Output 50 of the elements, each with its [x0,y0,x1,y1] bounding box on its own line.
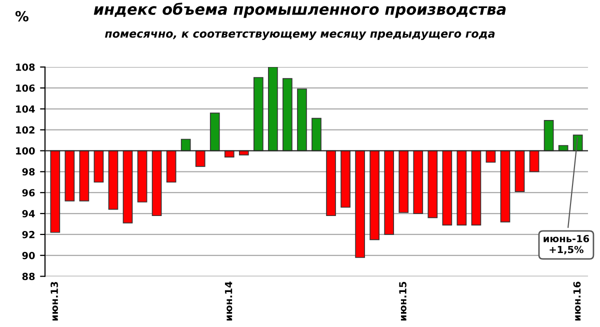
bar [94,150,104,183]
bar [471,150,482,226]
annotation: июнь-16 +1,5% [544,234,590,254]
x-tick-label: июн.13 [50,282,58,321]
bar [544,120,554,152]
bar [413,150,424,214]
y-tick-label: 106 [16,84,35,92]
bar [137,150,148,202]
bar [442,150,452,226]
bar [312,118,322,152]
bar [456,150,467,226]
bar [326,150,336,216]
bar [254,77,264,152]
y-tick-label: 90 [22,252,35,260]
bar [50,150,60,233]
bar [500,150,510,222]
y-tick-label: 108 [16,64,35,71]
bar [428,150,438,218]
bar [122,150,133,224]
y-tick-label: 94 [22,210,35,218]
x-tick-label: июн.16 [573,282,581,321]
bar [529,150,540,172]
bar [514,150,525,192]
bar [108,150,118,210]
chart-title: индекс объема промышленного производства [94,2,506,18]
y-axis-title: % [15,10,28,22]
bar [355,150,365,258]
bar [282,78,292,152]
y-tick-label: 92 [22,230,34,238]
x-tick-label: июн.14 [224,282,232,321]
bar [79,150,90,202]
y-tick-label: 102 [16,126,34,134]
y-tick-label: 98 [22,168,35,176]
y-tick-label: 104 [16,105,35,113]
y-tick-label: 100 [16,147,35,155]
bar [152,150,162,216]
bar [210,112,220,152]
bar [384,150,394,235]
x-tick-label: июн.15 [399,282,406,321]
bar [195,150,206,167]
y-tick-label: 96 [22,189,35,196]
bar [166,150,176,183]
chart-subtitle: помесячно, к соответствующему месяцу предыдущего года [105,31,495,40]
bar [398,150,409,213]
bar [64,150,75,202]
bar [370,150,380,240]
y-tick-label: 88 [22,272,35,280]
bar [340,150,350,208]
bar [297,88,307,152]
bar [268,67,278,152]
